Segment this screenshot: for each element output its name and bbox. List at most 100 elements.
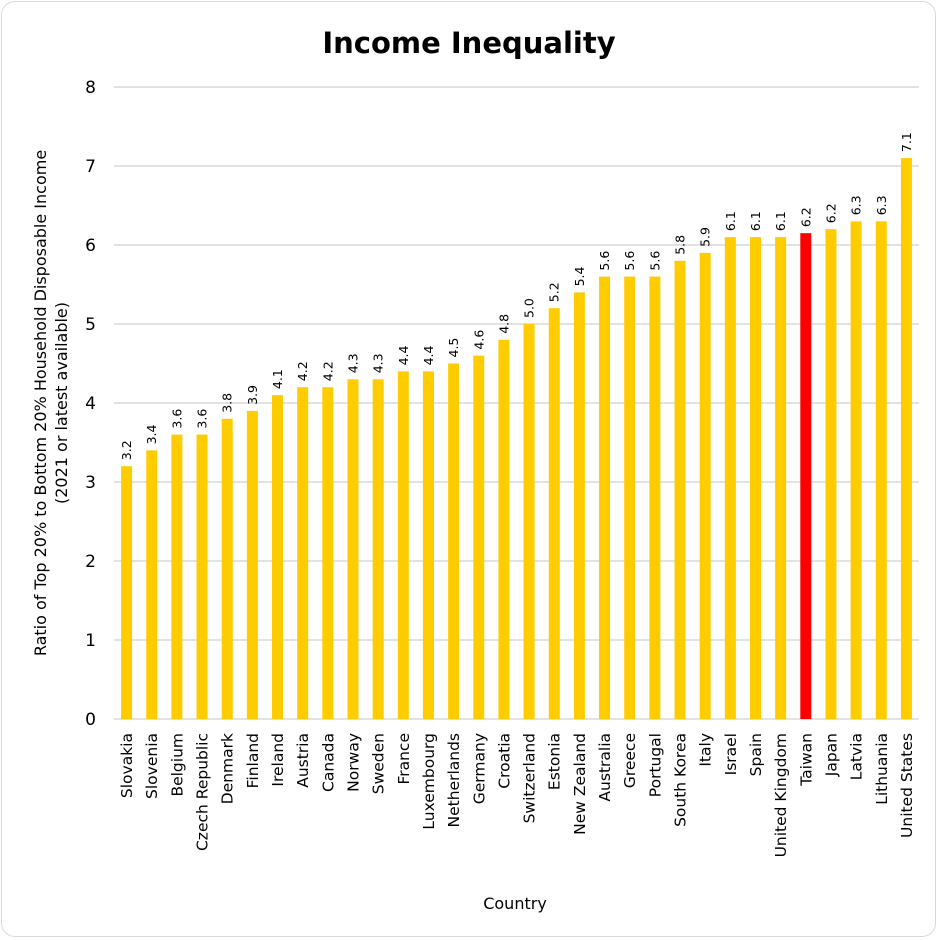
y-axis-title-line-2: (2021 or latest available) — [52, 302, 71, 504]
data-label: 5.6 — [647, 251, 662, 271]
x-tick-label: United States — [898, 733, 916, 838]
data-label: 6.2 — [823, 203, 838, 223]
bar-slovakia — [121, 466, 133, 719]
data-label: 6.1 — [773, 211, 788, 231]
data-label: 6.1 — [723, 211, 738, 231]
bar-czech-republic — [196, 434, 208, 719]
y-tick-label: 4 — [85, 394, 96, 414]
bars — [121, 158, 912, 720]
bar-croatia — [498, 339, 510, 719]
bar-denmark — [221, 418, 233, 719]
y-axis-title: Ratio of Top 20% to Bottom 20% Household… — [31, 150, 71, 656]
x-tick-label: Australia — [596, 733, 614, 802]
x-tick-label: Sweden — [370, 733, 388, 794]
x-tick-label: Finland — [244, 733, 262, 788]
bar-france — [397, 371, 409, 719]
x-tick-label: Ireland — [269, 733, 287, 787]
bar-canada — [322, 387, 334, 719]
data-label: 5.6 — [622, 251, 637, 271]
data-label: 3.4 — [144, 424, 159, 444]
data-label: 3.6 — [195, 409, 210, 429]
x-tick-label: Spain — [747, 733, 765, 776]
data-label: 5.6 — [597, 251, 612, 271]
bar-latvia — [850, 221, 862, 720]
bar-lithuania — [875, 221, 887, 720]
x-tick-label: United Kingdom — [772, 733, 790, 857]
bar-ireland — [272, 395, 284, 719]
data-label: 3.2 — [119, 440, 134, 460]
x-tick-label: Netherlands — [445, 733, 463, 827]
data-label: 3.9 — [245, 385, 260, 405]
x-tick-label: Portugal — [646, 733, 664, 797]
data-label: 3.8 — [220, 393, 235, 413]
bar-taiwan — [800, 233, 812, 719]
x-tick-label: Luxembourg — [420, 733, 438, 830]
data-label: 4.8 — [496, 314, 511, 334]
data-label: 4.4 — [421, 345, 436, 365]
x-tick-label: Denmark — [219, 733, 237, 804]
y-tick-label: 5 — [85, 315, 96, 335]
data-label: 4.2 — [295, 361, 310, 381]
data-label: 5.4 — [572, 266, 587, 286]
x-tick-label: Latvia — [848, 733, 866, 780]
bar-switzerland — [523, 324, 535, 719]
data-label: 4.2 — [320, 361, 335, 381]
x-tick-label: Austria — [294, 733, 312, 788]
y-axis-ticks: 0 1 2 3 4 5 6 7 8 — [85, 78, 96, 730]
x-tick-label: Japan — [822, 733, 840, 777]
data-label: 4.1 — [270, 369, 285, 389]
data-label: 5.0 — [522, 298, 537, 318]
x-tick-label: Lithuania — [873, 733, 891, 805]
x-tick-label: New Zealand — [571, 733, 589, 835]
bar-new-zealand — [573, 292, 585, 719]
bar-south-korea — [674, 260, 686, 719]
data-label: 5.2 — [547, 282, 562, 302]
data-label: 3.6 — [169, 409, 184, 429]
data-label: 4.5 — [446, 338, 461, 358]
x-tick-label: Switzerland — [521, 733, 539, 823]
y-tick-label: 6 — [85, 236, 96, 256]
x-tick-label: Greece — [621, 733, 639, 788]
x-tick-label: Slovakia — [118, 733, 136, 798]
gridlines — [114, 86, 919, 720]
y-tick-label: 2 — [85, 552, 96, 572]
bar-portugal — [649, 276, 661, 719]
data-label: 6.3 — [849, 195, 864, 215]
bar-germany — [473, 355, 485, 719]
bar-israel — [724, 237, 736, 719]
y-axis-title-line-1: Ratio of Top 20% to Bottom 20% Household… — [31, 150, 50, 656]
x-tick-label: Taiwan — [797, 733, 815, 787]
data-label: 4.3 — [371, 353, 386, 373]
bar-japan — [825, 229, 837, 719]
data-label: 5.9 — [698, 227, 713, 247]
bar-netherlands — [448, 363, 460, 719]
bar-belgium — [171, 434, 183, 719]
data-label: 5.8 — [673, 235, 688, 255]
y-tick-label: 8 — [85, 78, 96, 98]
bar-norway — [347, 379, 359, 719]
x-tick-label: Canada — [319, 733, 337, 792]
bar-spain — [749, 237, 761, 719]
x-tick-label: Croatia — [495, 733, 513, 789]
bar-united-kingdom — [775, 237, 787, 719]
x-tick-label: Estonia — [546, 733, 564, 790]
y-tick-label: 1 — [85, 631, 96, 651]
chart-title: Income Inequality — [322, 26, 615, 60]
bar-australia — [599, 276, 611, 719]
bar-sweden — [372, 379, 384, 719]
y-tick-label: 7 — [85, 157, 96, 177]
bar-luxembourg — [422, 371, 434, 719]
bar-united-states — [900, 158, 912, 720]
x-axis-title: Country — [483, 894, 547, 913]
y-tick-label: 3 — [85, 473, 96, 493]
bar-italy — [699, 252, 711, 719]
data-labels: 3.2 3.4 3.6 3.6 3.8 3.9 4.1 4.2 4.2 4.3 4.3 4.4 4.4 4… — [119, 132, 914, 460]
data-label: 6.3 — [874, 195, 889, 215]
data-label: 6.2 — [798, 207, 813, 227]
x-tick-label: Slovenia — [143, 733, 161, 799]
x-tick-label: Belgium — [168, 733, 186, 797]
x-tick-label: Italy — [697, 733, 715, 767]
x-tick-label: France — [395, 733, 413, 785]
data-label: 6.1 — [748, 211, 763, 231]
